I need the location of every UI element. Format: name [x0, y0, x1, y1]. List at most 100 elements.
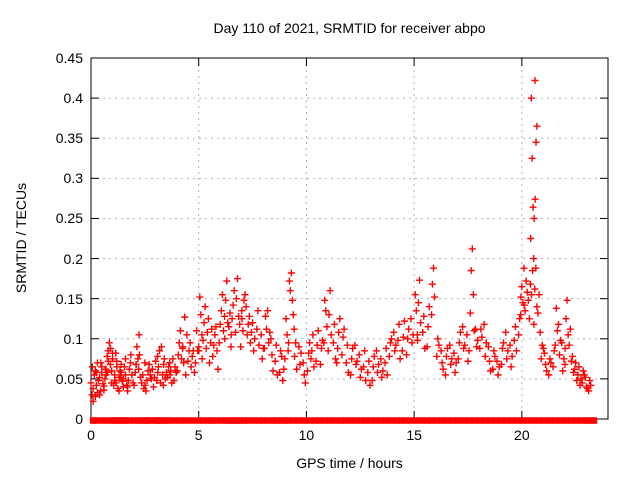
data-point-cross	[556, 351, 564, 359]
data-point-cross	[523, 288, 531, 296]
data-point-zero-square	[212, 417, 220, 424]
data-point-cross	[522, 277, 530, 285]
data-point-zero-square	[428, 417, 435, 424]
data-point-cross	[167, 367, 175, 375]
data-point-cross	[493, 357, 501, 365]
data-point-cross	[268, 351, 276, 359]
data-point-cross	[115, 387, 123, 395]
data-point-cross	[390, 328, 398, 336]
data-point-cross	[464, 357, 472, 365]
data-point-cross	[317, 344, 325, 352]
data-point-cross	[392, 341, 400, 349]
data-point-cross	[309, 331, 317, 339]
data-point-zero-square	[541, 417, 548, 424]
data-point-cross	[335, 328, 343, 336]
data-point-cross	[559, 367, 567, 375]
data-point-zero-square	[255, 417, 263, 424]
data-point-cross	[566, 325, 574, 333]
data-point-cross	[321, 296, 329, 304]
data-point-zero-square	[568, 417, 575, 424]
data-point-cross	[520, 301, 528, 309]
data-point-zero-square	[397, 417, 405, 424]
data-point-cross	[530, 255, 538, 263]
data-point-cross	[378, 373, 386, 381]
data-point-zero-square	[130, 417, 138, 424]
data-point-cross	[351, 341, 359, 349]
data-point-cross	[414, 336, 422, 344]
data-point-cross	[469, 291, 477, 299]
data-point-cross	[538, 341, 546, 349]
data-point-cross	[285, 277, 293, 285]
data-point-cross	[203, 328, 211, 336]
data-point-cross	[468, 245, 476, 253]
data-point-zero-square	[311, 417, 319, 424]
data-point-zero-square	[362, 417, 369, 424]
data-point-zero-square	[465, 417, 473, 424]
data-point-cross	[414, 299, 422, 307]
data-point-cross	[229, 301, 237, 309]
data-point-cross	[95, 376, 103, 384]
data-point-cross	[466, 309, 474, 317]
data-point-cross	[366, 381, 374, 389]
data-point-cross	[96, 391, 104, 399]
data-point-cross	[157, 343, 165, 351]
data-point-cross	[573, 376, 581, 384]
y-tick-label: 0.15	[55, 290, 83, 307]
data-point-zero-square	[347, 417, 354, 424]
data-point-cross	[119, 375, 127, 383]
data-point-cross	[494, 371, 502, 379]
data-point-zero-square	[423, 417, 431, 424]
data-point-cross	[561, 344, 569, 352]
data-point-cross	[540, 349, 548, 357]
data-point-cross	[101, 375, 109, 383]
data-point-cross	[277, 347, 285, 355]
data-point-cross	[482, 339, 490, 347]
y-tick-label: 0.35	[55, 130, 83, 147]
data-point-cross	[108, 367, 116, 375]
data-point-cross	[478, 333, 486, 341]
data-point-cross	[170, 376, 178, 384]
data-point-cross	[342, 359, 350, 367]
data-point-cross	[452, 359, 460, 367]
data-point-cross	[520, 264, 528, 272]
data-point-zero-square	[277, 417, 284, 424]
data-point-cross	[532, 138, 540, 146]
data-point-zero-square	[573, 417, 581, 424]
data-point-zero-square	[306, 417, 313, 424]
data-point-cross	[385, 352, 393, 360]
data-point-zero-square	[146, 417, 154, 424]
data-point-cross	[437, 347, 445, 355]
data-point-zero-square	[508, 417, 516, 424]
data-point-cross	[310, 363, 318, 371]
data-point-cross	[89, 385, 97, 393]
data-point-cross	[361, 347, 369, 355]
data-point-cross	[435, 341, 443, 349]
data-point-zero-square	[514, 417, 521, 424]
data-point-cross	[186, 339, 194, 347]
data-point-cross	[570, 368, 578, 376]
data-point-cross	[424, 323, 432, 331]
data-point-zero-square	[557, 417, 564, 424]
data-point-zero-square	[321, 417, 328, 424]
data-point-cross	[511, 323, 519, 331]
data-point-cross	[91, 367, 99, 375]
data-point-cross	[463, 331, 471, 339]
data-point-cross	[451, 368, 459, 376]
data-point-cross	[120, 363, 128, 371]
data-point-cross	[461, 341, 469, 349]
data-point-cross	[517, 293, 525, 301]
data-point-cross	[343, 341, 351, 349]
data-point-zero-square	[182, 417, 190, 424]
data-point-cross	[404, 335, 412, 343]
data-point-zero-square	[332, 417, 339, 424]
data-point-cross	[500, 339, 508, 347]
data-point-zero-square	[402, 417, 409, 424]
data-point-cross	[582, 383, 590, 391]
data-point-cross	[579, 367, 587, 375]
data-point-cross	[441, 371, 449, 379]
data-point-cross	[201, 303, 209, 311]
data-point-zero-square	[525, 417, 532, 424]
data-point-zero-square	[372, 417, 379, 424]
data-point-cross	[241, 291, 249, 299]
data-point-zero-square	[295, 417, 303, 424]
